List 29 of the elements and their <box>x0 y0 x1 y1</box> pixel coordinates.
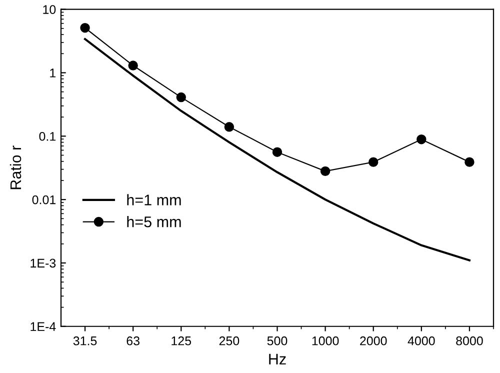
point <box>320 166 330 176</box>
x-tick-label: 63 <box>126 336 140 346</box>
point <box>128 60 138 70</box>
point <box>272 147 282 157</box>
point <box>416 134 426 144</box>
x-tick-label: 125 <box>172 336 192 346</box>
x-tick-label: 1000 <box>312 336 339 346</box>
legend-label: h=5 mm <box>127 216 181 228</box>
x-tick-label: 250 <box>219 336 240 346</box>
y-tick-label: 1 <box>50 68 56 78</box>
y-tick-label: 0.01 <box>32 195 56 204</box>
line-series <box>84 38 471 262</box>
x-tick-label: 500 <box>267 336 288 346</box>
y-tick-label: 10 <box>43 5 56 14</box>
x-axis-title: Hz <box>269 354 286 364</box>
point <box>464 157 474 167</box>
x-tick-label: 8000 <box>456 336 483 346</box>
y-tick-label: 0.1 <box>39 132 56 141</box>
y-tick-label: 1E-3 <box>30 258 56 268</box>
point <box>176 92 186 102</box>
point <box>368 157 378 167</box>
x-tick-label: 2000 <box>360 336 387 346</box>
x-tick-label: 4000 <box>408 336 435 346</box>
point <box>224 122 234 132</box>
y-axis-title: Ratio r <box>10 146 22 190</box>
point <box>80 23 90 33</box>
y-tick-label: 1E-4 <box>30 322 56 331</box>
legend-label: h=1 mm <box>127 194 181 206</box>
x-tick-label: 31.5 <box>73 336 97 346</box>
